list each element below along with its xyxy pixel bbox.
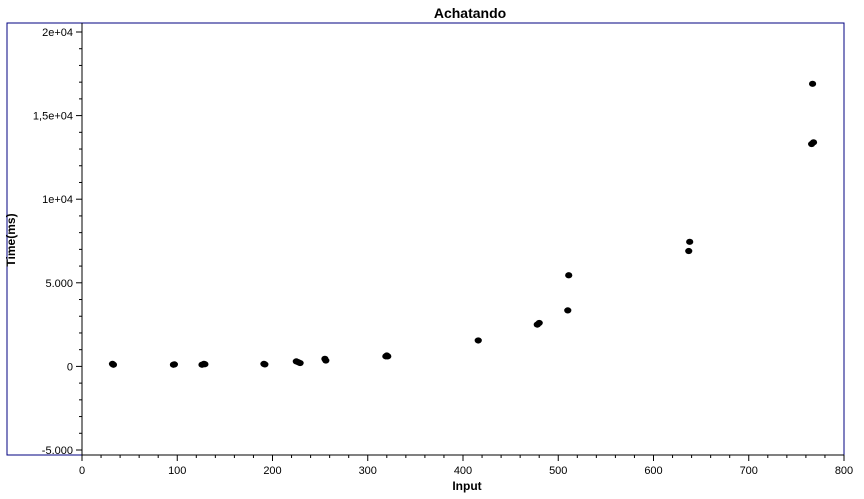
data-point (808, 80, 817, 87)
x-tick-label: 300 (359, 465, 377, 477)
data-point (565, 272, 573, 279)
x-tick-label: 100 (168, 465, 186, 477)
data-point (322, 357, 330, 364)
x-axis-label: Input (452, 479, 481, 493)
x-tick-label: 400 (454, 465, 472, 477)
data-point (296, 359, 304, 367)
y-axis-label: Time(ms) (4, 213, 18, 266)
y-tick-label: 1e+04 (42, 194, 73, 206)
y-tick-label: 1,5e+04 (33, 111, 73, 123)
data-point (109, 361, 118, 368)
chart-title: Achatando (434, 5, 506, 21)
data-point (564, 307, 572, 314)
y-tick-label: 2e+04 (42, 27, 73, 39)
y-tick-label: -5.000 (42, 445, 73, 457)
data-points (108, 80, 818, 368)
x-tick-label: 800 (835, 465, 853, 477)
data-point (201, 361, 209, 368)
x-tick-label: 200 (263, 465, 281, 477)
x-ticks: 0 100 200 300 400 500 600 700 800 (79, 455, 853, 477)
y-ticks: -5.000 0 5.000 1e+04 1,5e+04 2e+04 (33, 27, 82, 457)
plot-frame (6, 22, 845, 456)
data-point (384, 353, 392, 360)
data-point (261, 361, 269, 368)
x-tick-label: 500 (549, 465, 567, 477)
data-point (685, 247, 693, 255)
data-point (535, 319, 543, 327)
x-tick-label: 0 (79, 465, 85, 477)
y-tick-label: 5.000 (45, 278, 73, 290)
data-point (809, 139, 818, 146)
x-tick-label: 600 (644, 465, 662, 477)
y-tick-label: 0 (67, 361, 73, 373)
data-point (474, 337, 482, 344)
x-tick-label: 700 (740, 465, 758, 477)
data-point (170, 361, 178, 368)
data-point (686, 238, 694, 245)
